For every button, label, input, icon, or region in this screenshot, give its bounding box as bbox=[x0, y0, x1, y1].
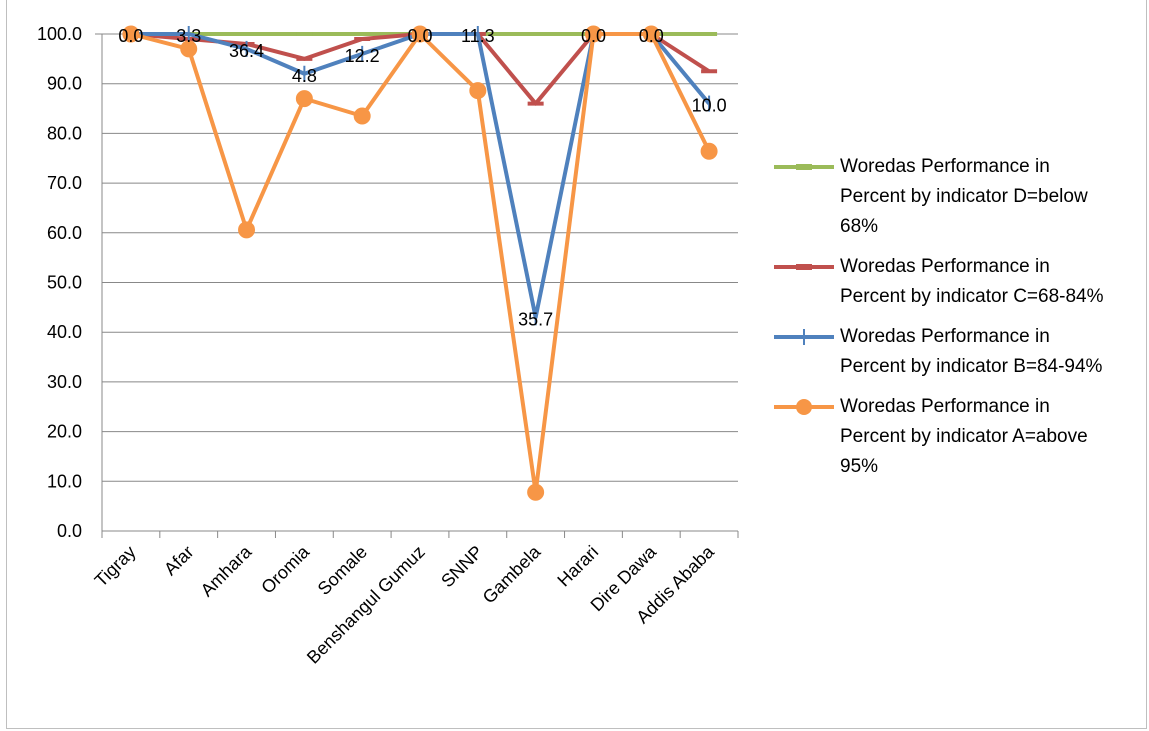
data-point bbox=[584, 25, 602, 43]
x-tick-label: Amhara bbox=[197, 541, 256, 600]
data-point bbox=[238, 221, 256, 239]
data-label: 0.0 bbox=[581, 26, 606, 46]
y-tick-label: 30.0 bbox=[47, 372, 82, 392]
legend-label-a: Woredas Performance in Percent by indica… bbox=[840, 396, 1088, 477]
data-point bbox=[353, 107, 371, 125]
legend-swatch-a bbox=[774, 399, 834, 415]
chart-frame bbox=[6, 0, 1147, 729]
y-axis-tick-labels: 0.0 10.0 20.0 30.0 40.0 50.0 60.0 70.0 80.0 90.0 1… bbox=[37, 24, 82, 541]
data-point bbox=[411, 25, 429, 43]
series-line bbox=[130, 32, 711, 495]
x-tick-label: Oromia bbox=[257, 541, 314, 598]
axes bbox=[95, 33, 739, 538]
data-label: 10.0 bbox=[692, 96, 727, 116]
data-label: 36.4 bbox=[229, 41, 264, 61]
y-tick-label: 50.0 bbox=[47, 273, 82, 293]
x-tick-label: Gambela bbox=[479, 541, 545, 607]
data-point bbox=[700, 142, 718, 160]
data-point bbox=[180, 40, 198, 58]
legend-swatch-b bbox=[774, 329, 834, 345]
series-2 bbox=[129, 26, 711, 326]
data-label: 35.7 bbox=[518, 309, 553, 329]
data-label: 0.0 bbox=[407, 26, 432, 46]
series-3 bbox=[122, 25, 718, 501]
x-tick-label: Harari bbox=[553, 542, 602, 591]
legend-item-d: Woredas Performance in Percent by indica… bbox=[772, 152, 1142, 242]
y-tick-label: 10.0 bbox=[47, 471, 82, 491]
series-lines bbox=[122, 25, 718, 501]
x-tick-label: Tigray bbox=[91, 542, 140, 591]
data-point bbox=[469, 82, 487, 100]
data-label: 0.0 bbox=[639, 26, 664, 46]
legend-item-b: Woredas Performance in Percent by indica… bbox=[772, 322, 1142, 382]
x-tick-label: Somale bbox=[314, 542, 371, 599]
data-point bbox=[527, 483, 545, 501]
y-tick-label: 80.0 bbox=[47, 123, 82, 143]
data-label: 4.8 bbox=[292, 66, 317, 86]
legend-marker bbox=[796, 399, 812, 415]
data-point bbox=[122, 25, 140, 43]
legend-swatch-d bbox=[774, 164, 834, 170]
legend-item-c: Woredas Performance in Percent by indica… bbox=[772, 252, 1142, 312]
y-tick-label: 40.0 bbox=[47, 322, 82, 342]
legend-item-a: Woredas Performance in Percent by indica… bbox=[772, 392, 1142, 482]
x-tick-label: Afar bbox=[160, 542, 197, 579]
x-tick-label: SNNP bbox=[437, 542, 487, 592]
series-line bbox=[130, 32, 711, 320]
data-labels: 0.0 3.3 36.4 4.8 12.2 0.0 11.3 35.7 0.0 0.0 10.0 bbox=[118, 26, 726, 329]
gridlines bbox=[102, 33, 738, 482]
legend-label-b: Woredas Performance in Percent by indica… bbox=[840, 326, 1103, 377]
legend-swatch-c bbox=[774, 264, 834, 270]
data-point bbox=[295, 90, 313, 108]
y-tick-label: 70.0 bbox=[47, 173, 82, 193]
chart-legend: Woredas Performance in Percent by indica… bbox=[772, 152, 1142, 492]
data-point bbox=[642, 25, 660, 43]
y-tick-label: 0.0 bbox=[57, 521, 82, 541]
y-tick-label: 20.0 bbox=[47, 422, 82, 442]
data-label: 0.0 bbox=[118, 26, 143, 46]
y-tick-label: 100.0 bbox=[37, 24, 82, 44]
legend-label-d: Woredas Performance in Percent by indica… bbox=[840, 156, 1088, 237]
legend-label-c: Woredas Performance in Percent by indica… bbox=[840, 256, 1104, 307]
data-label: 12.2 bbox=[345, 46, 380, 66]
y-tick-label: 90.0 bbox=[47, 74, 82, 94]
y-tick-label: 60.0 bbox=[47, 223, 82, 243]
data-label: 11.3 bbox=[461, 26, 495, 46]
data-label: 3.3 bbox=[176, 26, 201, 46]
